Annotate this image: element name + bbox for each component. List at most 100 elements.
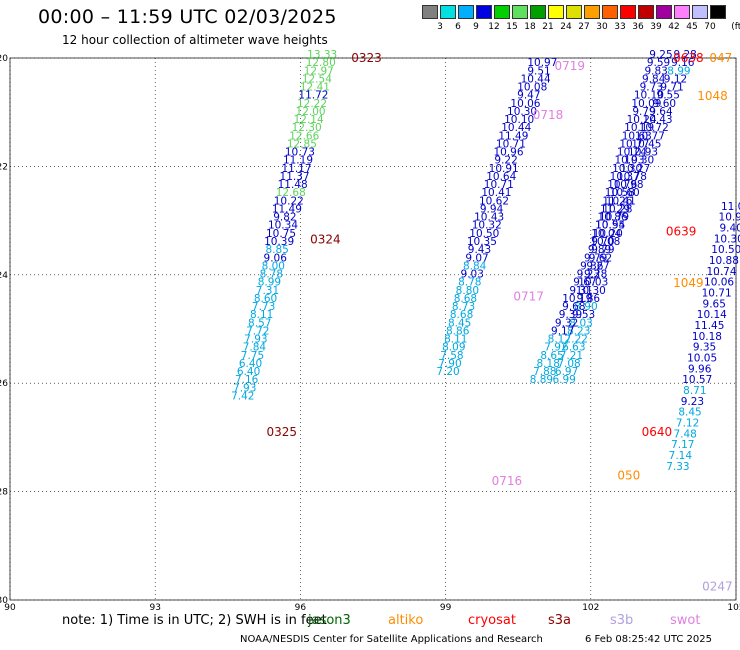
wave-height-label: 9.68 [562,301,585,313]
wave-height-label: 7.84 [243,342,267,354]
wave-height-label: 10.77 [635,130,665,142]
wave-height-label: 7.72 [246,325,269,337]
wave-height-label: 9.39 [559,309,582,321]
wave-height-label: 8.03 [569,317,592,329]
wave-height-label: 9.51 [527,65,550,77]
wave-height-label: 10.94 [595,220,625,232]
wave-height-label: 10.27 [620,163,650,175]
track-time-label: 1049 [673,276,704,290]
wave-height-label: 10.10 [634,90,664,102]
legend-tick-label: 15 [506,22,518,32]
wave-height-label: 9.55 [657,90,680,102]
wave-height-label: 9.79 [591,244,614,256]
wave-height-label: 8.68 [450,309,473,321]
track-time-label: 0718 [533,108,564,122]
wave-height-label: 12.00 [296,106,326,118]
wave-height-label: 10.34 [268,220,298,232]
lon-tick-label: 93 [149,603,160,613]
mission-label-swot: swot [670,613,701,628]
wave-height-label: 7.21 [560,350,583,362]
axis-labels: 90 93 96 99 102 105 -20 -22 -24 -26 -28 -30 [0,54,740,613]
wave-height-label: 10.90 [719,212,740,224]
wave-height-label: 9.25 [649,49,672,61]
legend-tick-label: 3 [437,22,443,32]
wave-height-label: 10.98 [614,179,644,191]
wave-height-label: 12.30 [292,122,322,134]
wave-height-label: 10.50 [469,228,499,240]
wave-height-label: 10.45 [631,138,661,150]
legend-swatch [512,5,528,19]
wave-height-label: 10.04 [591,228,621,240]
plot-frame [9,57,737,601]
wave-height-label: 12.66 [289,130,319,142]
track-time-label: 0640 [642,425,673,439]
legend-tick-label: 70 [704,22,716,32]
wave-height-label: 8.90 [574,301,597,313]
wave-height-label: 8.99 [258,277,281,289]
wave-height-label: 9.79 [632,106,655,118]
wave-height-label: 10.14 [697,309,727,321]
lon-tick-label: 99 [440,603,452,613]
wave-height-label: 11.49 [498,130,528,142]
track-time-label: 0323 [351,51,382,65]
wave-height-label: 10.28 [602,203,632,215]
wave-height-label: 9.03 [461,269,484,281]
track-time-label: 0717 [513,289,544,303]
wave-height-label: 12.80 [306,57,336,69]
wave-height-label: 10.75 [266,228,296,240]
wave-height-label: 9.28 [584,269,607,281]
legend-swatch [566,5,582,19]
wave-height-label: 9.27 [586,260,609,272]
wave-height-label: 8.65 [540,350,563,362]
wave-height-label: 9.36 [580,260,604,272]
wave-height-label: 12.54 [302,73,332,85]
legend-swatch [476,5,492,19]
wave-height-label: 10.96 [493,147,523,159]
wave-height-label: 11.17 [281,163,311,175]
wave-height-label: 10.58 [605,187,635,199]
wave-height-label: 12.41 [300,82,330,94]
wave-height-label: 10.35 [467,236,497,248]
wave-height-label: 9.12 [664,73,687,85]
wave-height-label: 10.05 [687,353,717,365]
wave-height-label: 10.08 [590,236,620,248]
track-time-label: 0325 [267,425,298,439]
wave-height-label: 6.40 [239,358,262,370]
wave-height-label: 10.32 [472,220,502,232]
wave-height-label: 10.91 [489,163,519,175]
wave-height-label: 10.30 [612,163,642,175]
wave-height-label: 9.07 [465,252,488,264]
wave-height-label: 8.23 [567,325,590,337]
wave-height-label: 10.22 [274,195,304,207]
wave-height-label: 9.47 [517,90,540,102]
wave-height-label: 10.64 [486,171,516,183]
wave-height-label: 10.73 [285,147,315,159]
lat-tick-label: -30 [0,596,8,606]
wave-height-label: 10.19 [624,122,654,134]
wave-height-label: 10.08 [517,82,547,94]
lat-tick-label: -22 [0,162,8,172]
wave-height-label: 7.92 [544,342,567,354]
legend-tick-label: 18 [524,22,536,32]
lon-tick-label: 96 [295,603,307,613]
wave-height-label: 10.86 [598,212,628,224]
mission-label-s3b: s3b [610,613,634,628]
wave-height-label: 6.63 [562,342,585,354]
mission-label-cryosat: cryosat [468,613,516,628]
wave-height-label: 11.29 [600,203,630,215]
wave-height-label: 8.85 [265,244,288,256]
legend-swatch [692,5,708,19]
legend-tick-label: 6 [455,22,461,32]
wave-height-label: 9.82 [273,212,296,224]
wave-height-label: 10.71 [484,179,514,191]
wave-height-label: 8.57 [248,317,271,329]
wave-height-label: 11.26 [602,195,632,207]
wave-height-label: 9.43 [468,244,491,256]
wave-height-label: 8.80 [456,285,479,297]
wave-height-label: 10.74 [706,266,736,278]
wave-height-label: 10.37 [610,171,640,183]
wave-height-label: 9.64 [649,106,673,118]
legend-swatch [440,5,456,19]
wave-height-label: 9.16 [671,57,695,69]
chart-title: 00:00 – 11:59 UTC 02/03/2025 [38,6,337,28]
